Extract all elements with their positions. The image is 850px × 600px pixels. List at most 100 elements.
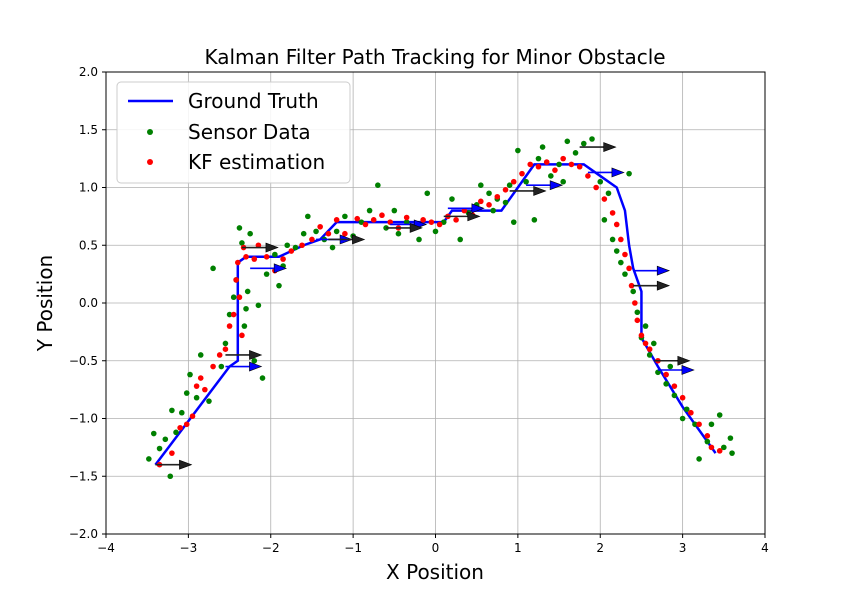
sensor-data-point xyxy=(239,240,245,246)
kf-estimation-point xyxy=(478,198,484,205)
kf-estimation-point xyxy=(177,424,183,431)
kf-estimation-point xyxy=(233,277,239,283)
kf-estimation-point xyxy=(403,214,410,221)
sensor-data-point xyxy=(263,271,270,277)
x-tick-label: 0 xyxy=(432,541,440,555)
kf-estimation-point xyxy=(333,217,340,223)
kf-estimation-points xyxy=(156,155,723,468)
sensor-data-point xyxy=(613,248,620,254)
sensor-data-point xyxy=(589,136,595,142)
sensor-data-point xyxy=(531,217,538,223)
kf-estimation-point xyxy=(708,444,715,451)
sensor-data-point xyxy=(564,138,571,145)
sensor-data-point xyxy=(210,265,216,272)
kf-estimation-point xyxy=(342,230,348,237)
y-tick-label: 1.0 xyxy=(79,181,98,195)
sensor-data-point xyxy=(622,271,628,277)
sensor-data-point xyxy=(506,182,513,188)
blue-arrow-head xyxy=(681,365,695,375)
legend-marker-sensor-data xyxy=(147,129,153,135)
sensor-data-point xyxy=(708,421,715,428)
sensor-data-point xyxy=(358,219,365,225)
black-arrow-head xyxy=(533,186,547,196)
sensor-data-point xyxy=(226,311,233,318)
y-tick-label: 2.0 xyxy=(79,65,98,79)
legend-marker-kf-estimation xyxy=(147,159,153,165)
legend-label-ground-truth: Ground Truth xyxy=(188,89,319,113)
sensor-data-point xyxy=(391,207,398,214)
sensor-data-point xyxy=(375,182,381,188)
kf-estimation-point xyxy=(593,184,599,191)
sensor-data-point xyxy=(146,456,152,462)
sensor-data-point xyxy=(560,178,566,185)
x-tick-label: 4 xyxy=(761,541,769,555)
kf-estimation-point xyxy=(216,352,223,358)
kf-estimation-point xyxy=(243,253,249,260)
sensor-data-point xyxy=(206,398,212,404)
kf-estimation-point xyxy=(552,167,558,173)
sensor-data-point xyxy=(597,178,604,185)
black-arrow-head xyxy=(249,350,263,360)
x-tick-label: −4 xyxy=(97,541,115,555)
ground-truth-path xyxy=(154,163,717,466)
kf-estimation-point xyxy=(280,256,286,262)
black-arrow-head xyxy=(677,355,691,366)
kf-estimation-point xyxy=(585,173,591,179)
sensor-data-point xyxy=(457,236,464,243)
blue-arrow-head xyxy=(549,180,563,191)
y-tick-label: −2.0 xyxy=(69,527,98,541)
x-tick-label: 2 xyxy=(596,541,604,555)
sensor-data-point xyxy=(650,340,657,347)
sensor-data-point xyxy=(251,357,258,364)
sensor-data-point xyxy=(329,244,336,251)
sensor-data-point xyxy=(432,228,439,235)
legend-label-kf-estimation: KF estimation xyxy=(188,150,325,174)
sensor-data-point xyxy=(305,213,311,220)
legend: Ground Truth Sensor Data KF estimation xyxy=(116,81,351,184)
sensor-data-point xyxy=(605,190,612,197)
sensor-data-points xyxy=(146,136,735,480)
black-arrow-head xyxy=(265,242,279,253)
x-tick-label: 1 xyxy=(514,541,522,555)
x-tick-label: −1 xyxy=(344,541,362,555)
kf-estimation-point xyxy=(379,212,385,219)
kf-estimation-point xyxy=(609,210,616,216)
kf-estimation-point xyxy=(420,217,426,223)
legend-label-sensor-data: Sensor Data xyxy=(188,120,311,144)
sensor-data-point xyxy=(167,473,174,480)
sensor-data-point xyxy=(403,219,410,225)
sensor-data-point xyxy=(663,381,669,387)
sensor-data-point xyxy=(523,178,529,185)
sensor-data-point xyxy=(244,288,251,295)
kf-estimation-point xyxy=(222,346,229,353)
black-arrow-head xyxy=(352,234,366,245)
kf-estimation-point xyxy=(251,256,258,262)
legend-box xyxy=(116,81,351,184)
sensor-data-point xyxy=(449,196,455,202)
sensor-data-point xyxy=(156,445,163,452)
black-arrow-head xyxy=(603,142,617,153)
sensor-data-point xyxy=(276,282,282,289)
sensor-data-point xyxy=(515,147,521,154)
sensor-data-point xyxy=(178,409,185,416)
blue-arrow-head xyxy=(656,265,671,276)
sensor-data-point xyxy=(683,406,690,413)
sensor-data-point xyxy=(284,242,291,249)
kf-estimation-point xyxy=(263,253,270,260)
kf-estimation-point xyxy=(210,363,216,370)
y-tick-label: −0.5 xyxy=(69,354,98,368)
blue-arrow-head xyxy=(471,203,485,214)
kf-estimation-point xyxy=(169,450,175,456)
kf-estimation-point xyxy=(317,223,323,230)
x-axis-label: X Position xyxy=(386,560,484,584)
kf-estimation-point xyxy=(679,394,686,401)
black-arrow-head xyxy=(409,222,423,233)
kf-estimation-point xyxy=(560,155,566,162)
sensor-data-point xyxy=(218,363,225,370)
sensor-data-point xyxy=(704,438,711,445)
sensor-data-point xyxy=(727,435,734,441)
kf-estimation-point xyxy=(230,311,237,318)
sensor-data-point xyxy=(230,294,237,301)
kf-estimation-point xyxy=(535,163,542,170)
kf-estimation-point xyxy=(663,371,669,378)
